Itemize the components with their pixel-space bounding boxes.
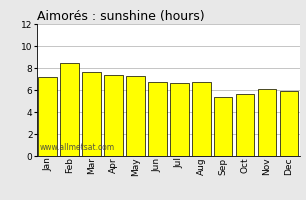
Bar <box>258 89 276 156</box>
Bar <box>148 82 167 156</box>
Bar <box>280 91 298 156</box>
Bar <box>126 76 145 156</box>
Bar <box>170 83 188 156</box>
Bar <box>192 82 211 156</box>
Bar <box>38 77 57 156</box>
Bar <box>236 94 254 156</box>
Bar <box>104 75 123 156</box>
Bar <box>60 62 79 156</box>
Text: Aimorés : sunshine (hours): Aimorés : sunshine (hours) <box>37 10 204 23</box>
Bar <box>214 97 233 156</box>
Bar <box>82 72 101 156</box>
Text: www.allmetsat.com: www.allmetsat.com <box>39 143 114 152</box>
